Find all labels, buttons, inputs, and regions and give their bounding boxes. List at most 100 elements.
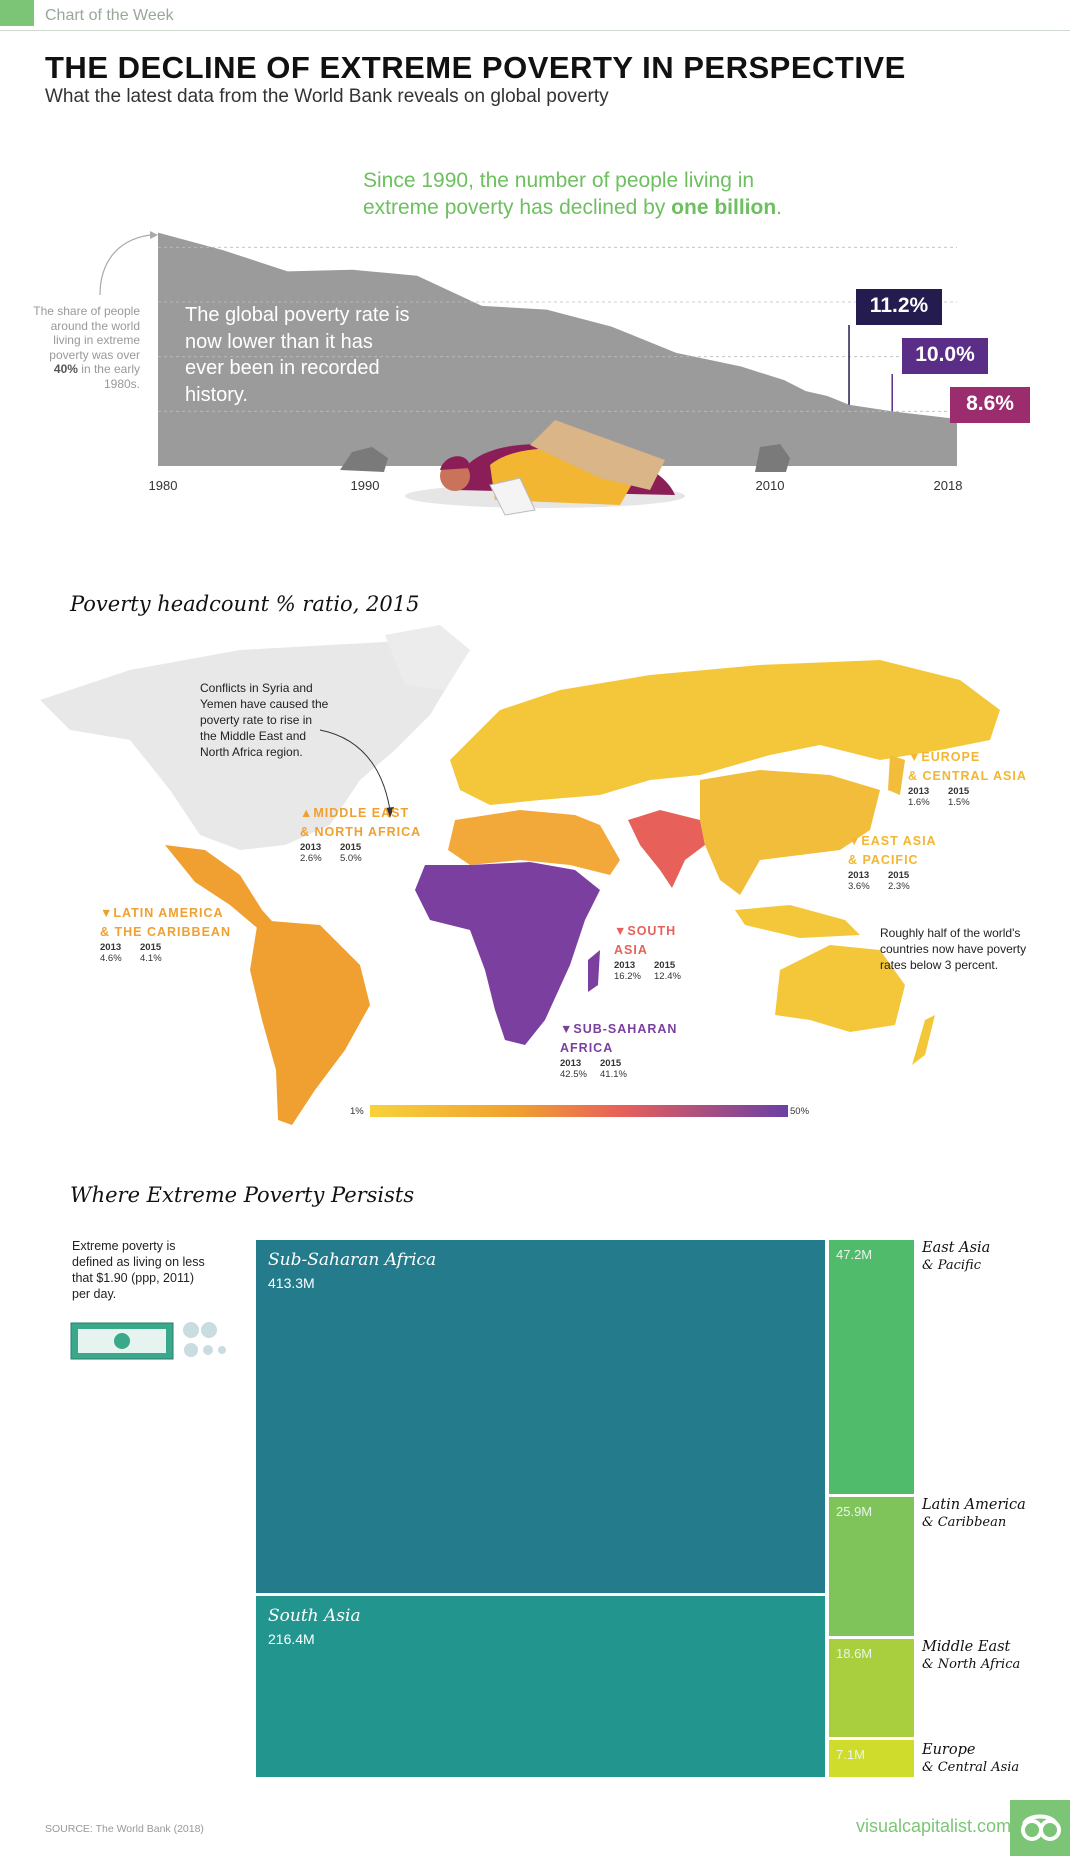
year-2015: 2015	[888, 870, 910, 881]
treemap-cell-east-asia: 47.2M	[829, 1240, 914, 1494]
year-2013: 2013	[100, 942, 122, 953]
label-east-asia: East Asia & Pacific	[922, 1240, 990, 1274]
callout-2015: 10.0%	[902, 338, 988, 374]
treemap-cell-europe: 7.1M	[829, 1740, 914, 1777]
cell-value: 216.4M	[268, 1631, 315, 1647]
source-note: SOURCE: The World Bank (2018)	[45, 1823, 204, 1835]
region-name-2: & THE CARIBBEAN	[100, 925, 231, 939]
brand-tab	[0, 0, 34, 26]
brand-logo	[1010, 1800, 1070, 1856]
kicker: Chart of the Week	[45, 7, 174, 24]
year-2015: 2015	[140, 942, 162, 953]
region-label-sa: ▼SOUTH ASIA 2013 2015 16.2% 12.4%	[614, 922, 694, 982]
region-name: EAST ASIA	[861, 834, 937, 848]
top-bar	[0, 0, 1070, 31]
headline-emphasis: one billion	[671, 196, 777, 219]
coin-icon	[184, 1343, 198, 1357]
chart-gridlines	[158, 246, 957, 412]
value-2015: 1.5%	[948, 797, 970, 808]
rate-note: The global poverty rate is now lower tha…	[185, 304, 410, 406]
region-label-ssa: ▼SUB-SAHARAN AFRICA 2013 2015 42.5% 41.1%	[560, 1020, 677, 1080]
cardboard-box	[530, 420, 665, 490]
bridge	[1022, 1814, 1058, 1826]
europe-central-asia	[450, 660, 1000, 805]
region-name-2: & PACIFIC	[848, 853, 919, 867]
year-2013: 2013	[614, 960, 636, 971]
australia	[775, 945, 905, 1032]
color-scale-bar	[370, 1105, 788, 1117]
map-title: Poverty headcount % ratio, 2015	[70, 592, 420, 616]
value-2015: 2.3%	[888, 881, 910, 892]
coin-icon	[183, 1322, 199, 1338]
callout-2018: 8.6%	[950, 387, 1030, 423]
value-2013: 4.6%	[100, 953, 122, 964]
scale-min-label: 1%	[350, 1106, 364, 1117]
region-name: EUROPE	[921, 750, 981, 764]
coin-icon	[203, 1345, 213, 1355]
region-label-eca: ▼EUROPE & CENTRAL ASIA 2013 2015 1.6% 1.5%	[908, 748, 1027, 808]
year-2015: 2015	[654, 960, 676, 971]
region-label-mena: ▲MIDDLE EAST & NORTH AFRICA 2013 2015 2.6% 5…	[300, 804, 421, 864]
region-name-2: AFRICA	[560, 1041, 614, 1055]
label-middle-east: Middle East & North Africa	[922, 1639, 1020, 1673]
year-2015: 2015	[600, 1058, 622, 1069]
cell-value: 413.3M	[268, 1275, 315, 1291]
note-arrow	[99, 234, 151, 296]
x-tick-label: 2010	[756, 478, 785, 493]
region-label-lac: ▼LATIN AMERICA & THE CARIBBEAN 2013 2015 4.…	[100, 904, 231, 964]
trend-arrow: ▲	[300, 806, 314, 820]
value-2013: 2.6%	[300, 853, 322, 864]
label-line1: Europe	[922, 1742, 976, 1758]
trend-arrow: ▼	[614, 924, 628, 938]
value-2013: 1.6%	[908, 797, 930, 808]
treemap-cell-middle-east: 18.6M	[829, 1639, 914, 1737]
region-name-2: ASIA	[614, 943, 648, 957]
southeast-asia-islands	[735, 905, 860, 938]
label-line1: East Asia	[922, 1240, 991, 1256]
trend-arrow: ▼	[100, 906, 114, 920]
headline: Since 1990, the number of people living …	[363, 167, 883, 221]
binoculars-icon	[1021, 1814, 1061, 1841]
treemap-cell-sub-saharan-africa: Sub-Saharan Africa 413.3M	[256, 1240, 825, 1593]
rock-illustration	[340, 447, 388, 472]
east-asia	[700, 770, 880, 895]
brand-link[interactable]: visualcapitalist.com	[856, 1816, 1012, 1836]
trend-arrow: ▼	[848, 834, 862, 848]
x-tick-label: 2018	[934, 478, 963, 493]
south-asia	[628, 810, 705, 888]
hat	[440, 456, 470, 470]
japan	[888, 755, 905, 795]
label-line1: Latin America	[922, 1497, 1026, 1513]
region-name: LATIN AMERICA	[113, 906, 224, 920]
region-name: MIDDLE EAST	[313, 806, 410, 820]
dollar-bill-icon	[70, 1322, 226, 1360]
scale-max-label: 50%	[790, 1106, 810, 1117]
year-2013: 2013	[848, 870, 870, 881]
treemap-title: Where Extreme Poverty Persists	[70, 1183, 415, 1207]
headline-period: .	[776, 196, 783, 219]
year-2015: 2015	[340, 842, 362, 853]
bill-seal	[114, 1333, 130, 1349]
page-title: THE DECLINE OF EXTREME POVERTY IN PERSPE…	[45, 50, 906, 85]
label-line2: & Central Asia	[922, 1760, 1020, 1775]
conflict-arrow	[319, 729, 391, 811]
value-2013: 3.6%	[848, 881, 870, 892]
year-2015: 2015	[948, 786, 970, 797]
south-america	[250, 920, 370, 1125]
cell-name: Sub-Saharan Africa	[268, 1250, 437, 1270]
label-europe: Europe & Central Asia	[922, 1742, 1019, 1776]
history-note-tail: in the early 1980s.	[77, 362, 140, 391]
greenland	[385, 625, 470, 690]
year-2013: 2013	[300, 842, 322, 853]
headline-line1: Since 1990, the number of people living …	[363, 169, 755, 192]
conflict-arrowhead	[385, 807, 394, 818]
new-zealand	[912, 1015, 935, 1065]
value-2015: 41.1%	[600, 1069, 627, 1080]
cell-value: 25.9M	[836, 1504, 873, 1519]
world-map	[40, 625, 1000, 1125]
cell-value: 18.6M	[836, 1646, 873, 1661]
cell-value: 47.2M	[836, 1247, 873, 1262]
poverty-rate-area	[158, 232, 957, 466]
callout-2013: 11.2%	[856, 289, 942, 325]
half-countries-note: Roughly half of the world's countries no…	[880, 926, 1027, 972]
